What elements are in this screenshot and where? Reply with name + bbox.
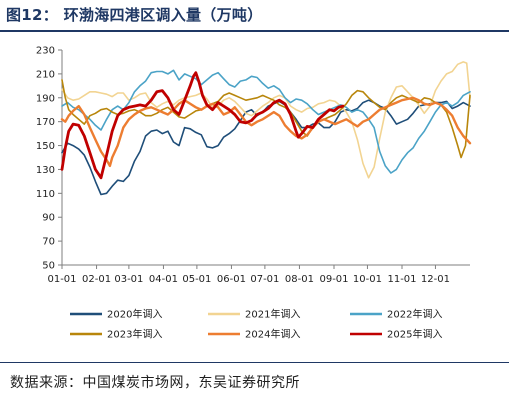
legend-label-1: 2020年调入 xyxy=(107,308,162,321)
source-note: 数据来源：中国煤炭市场网，东吴证券研究所 xyxy=(10,375,300,391)
figure-title: 图12： 环渤海四港区调入量（万吨） xyxy=(6,6,263,24)
series-line-2 xyxy=(61,61,471,179)
y-tick-label: 190 xyxy=(36,93,55,104)
series-line-5 xyxy=(60,96,472,168)
legend-label-4: 2023年调入 xyxy=(107,328,162,341)
x-tick-label: 12-01 xyxy=(421,274,450,285)
y-tick-label: 130 xyxy=(36,165,55,176)
legend-label-2: 2021年调入 xyxy=(245,308,300,321)
y-tick-label: 50 xyxy=(42,261,55,272)
x-tick-label: 06-01 xyxy=(217,274,246,285)
y-tick-label: 110 xyxy=(36,189,55,200)
x-tick-label: 01-01 xyxy=(47,274,76,285)
x-axis: 01-01 02-01 03-01 04-01 05-01 06-01 07-01 08-01… xyxy=(47,264,470,285)
legend-label-6: 2025年调入 xyxy=(387,328,442,341)
x-tick-label: 11-01 xyxy=(387,274,416,285)
chart-legend: 2020年调入 2021年调入 2022年调入 2023年调入 2024年调入 2025年… xyxy=(70,308,442,341)
figure-header: 图12： 环渤海四港区调入量（万吨） xyxy=(0,0,509,32)
y-tick-label: 150 xyxy=(36,141,55,152)
x-tick-label: 09-01 xyxy=(319,274,348,285)
line-chart: 50 70 90 110 130 150 170 190 210 230 01-01 02-01 03… xyxy=(36,46,472,341)
figure-footer: 数据来源：中国煤炭市场网，东吴证券研究所 xyxy=(0,362,509,401)
series-lines xyxy=(60,61,472,196)
x-tick-label: 07-01 xyxy=(250,274,279,285)
y-tick-label: 170 xyxy=(36,117,55,128)
y-axis: 50 70 90 110 130 150 170 190 210 230 xyxy=(36,46,63,272)
legend-label-3: 2022年调入 xyxy=(387,308,442,321)
series-line-6 xyxy=(60,71,345,180)
series-line-3 xyxy=(61,69,471,174)
y-tick-label: 230 xyxy=(36,46,55,57)
y-tick-label: 70 xyxy=(42,237,55,248)
x-tick-label: 10-01 xyxy=(353,274,382,285)
x-tick-label: 03-01 xyxy=(114,274,143,285)
series-line-4 xyxy=(61,79,471,159)
y-tick-label: 210 xyxy=(36,69,55,80)
x-tick-label: 02-01 xyxy=(82,274,111,285)
y-tick-label: 90 xyxy=(42,213,55,224)
series-line-1 xyxy=(61,99,471,196)
x-tick-label: 04-01 xyxy=(149,274,178,285)
x-tick-label: 05-01 xyxy=(182,274,211,285)
x-tick-label: 08-01 xyxy=(285,274,314,285)
legend-label-5: 2024年调入 xyxy=(245,328,300,341)
